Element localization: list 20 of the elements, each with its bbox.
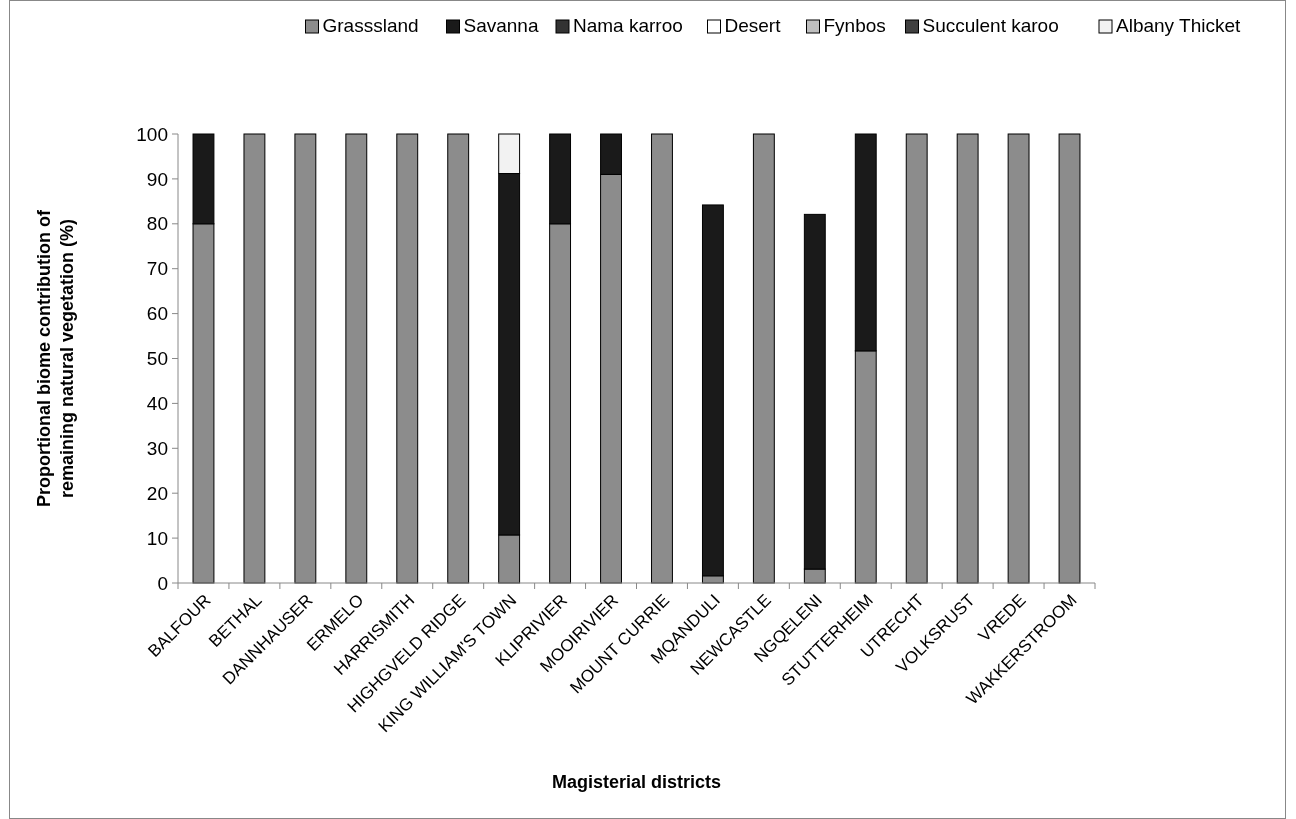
legend-label: Savanna bbox=[463, 15, 539, 36]
y-tick-label: 40 bbox=[146, 393, 168, 415]
y-tick-label: 90 bbox=[146, 168, 168, 190]
y-axis-title: Proportional biome contribution of remaining natural vegetation (%) bbox=[34, 209, 77, 507]
legend-label: Albany Thicket bbox=[1116, 15, 1241, 36]
y-tick-label: 60 bbox=[146, 303, 168, 325]
y-tick-label: 10 bbox=[146, 527, 168, 549]
legend-label: Desert bbox=[724, 15, 782, 36]
legend-label: Nama karroo bbox=[573, 15, 683, 36]
y-tick-label: 80 bbox=[146, 213, 168, 235]
y-tick-label: 50 bbox=[146, 348, 168, 370]
y-tick-label: 70 bbox=[146, 258, 168, 280]
x-axis-title: Magisterial districts bbox=[551, 772, 722, 792]
y-tick-label: 100 bbox=[136, 123, 168, 145]
legend-label: Grasssland bbox=[322, 15, 419, 36]
legend-label: Fynbos bbox=[823, 15, 886, 36]
legend-label: Succulent karoo bbox=[922, 15, 1059, 36]
y-tick-label: 30 bbox=[146, 437, 168, 459]
y-tick-label: 0 bbox=[157, 572, 168, 594]
y-tick-label: 20 bbox=[146, 482, 168, 504]
